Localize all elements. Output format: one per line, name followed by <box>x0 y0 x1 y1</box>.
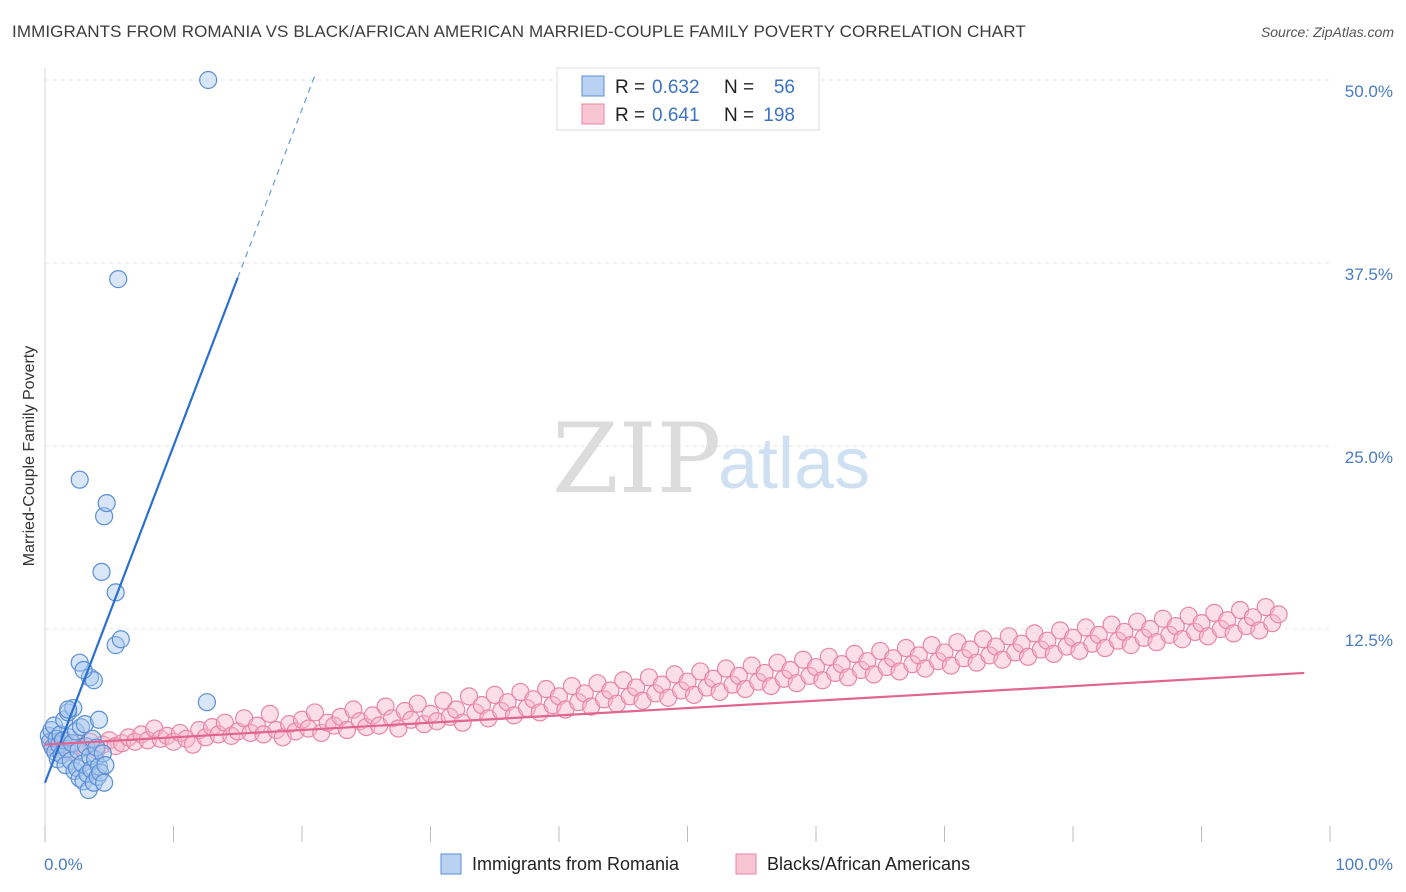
y-axis-label: Married-Couple Family Poverty <box>21 346 38 567</box>
trend-line-black-african-american <box>44 671 1305 746</box>
grid <box>45 79 1330 630</box>
y-tick-labels: 12.5% 25.0% 37.5% 50.0% <box>1345 82 1393 650</box>
legend-n-value-2: 198 <box>763 105 795 126</box>
point-romania <box>95 773 114 792</box>
point-black-african-american <box>260 704 279 724</box>
x-tick-label-max: 100.0% <box>1335 855 1393 874</box>
legend-r-value-1: 0.632 <box>652 77 700 98</box>
legend-n-value-1: 56 <box>774 77 795 98</box>
point-black-african-american <box>459 687 479 706</box>
point-romania <box>92 562 111 582</box>
y-tick-label: 25.0% <box>1345 448 1393 467</box>
watermark-atlas: atlas <box>718 424 870 504</box>
point-black-african-american <box>363 706 382 725</box>
point-romania <box>97 493 116 513</box>
point-romania <box>74 660 93 680</box>
legend-r-label-2: R = <box>615 105 645 126</box>
legend-swatch-pink <box>581 103 605 125</box>
bottom-legend-swatch-blue <box>440 853 462 875</box>
point-romania <box>197 693 217 712</box>
point-black-african-american <box>376 697 395 716</box>
point-black-african-american <box>344 700 363 719</box>
watermark-zip: ZIP <box>552 403 721 515</box>
axes <box>44 68 1331 842</box>
y-tick-label: 37.5% <box>1345 265 1393 284</box>
y-tick-label: 12.5% <box>1345 631 1393 650</box>
trend-lines <box>43 75 1305 784</box>
watermark: ZIP atlas <box>552 403 870 515</box>
trend-line-romania-extension <box>237 75 316 278</box>
point-romania <box>106 636 125 655</box>
point-romania <box>93 744 112 763</box>
point-black-african-american <box>408 694 427 713</box>
point-black-african-american <box>453 713 472 732</box>
point-black-african-american <box>1269 605 1288 624</box>
trend-line-romania <box>43 277 239 784</box>
legend-n-label-1: N = <box>724 77 754 98</box>
source-label: Source: ZipAtlas.com <box>1260 24 1394 40</box>
data-points <box>39 70 1288 800</box>
point-romania <box>111 630 130 649</box>
legend-r-value-2: 0.641 <box>652 105 700 126</box>
point-romania <box>109 270 128 289</box>
point-romania <box>199 70 218 90</box>
point-black-african-american <box>337 720 357 740</box>
point-romania <box>61 751 80 770</box>
bottom-legend-swatch-pink <box>735 853 757 875</box>
chart-title: IMMIGRANTS FROM ROMANIA VS BLACK/AFRICAN… <box>12 22 1026 41</box>
point-romania <box>70 470 89 489</box>
legend-swatch-blue <box>581 75 605 97</box>
point-black-african-american <box>434 691 453 710</box>
bottom-legend: Immigrants from Romania Blacks/African A… <box>440 853 970 875</box>
point-romania <box>75 715 94 734</box>
point-black-african-american <box>305 703 324 722</box>
bottom-legend-label-pink: Blacks/African Americans <box>767 854 970 874</box>
x-tick-label-min: 0.0% <box>44 855 83 874</box>
legend-r-label-1: R = <box>615 77 645 98</box>
point-romania <box>96 756 115 775</box>
y-tick-label: 50.0% <box>1345 82 1393 101</box>
bottom-legend-label-blue: Immigrants from Romania <box>472 854 680 874</box>
point-romania <box>89 710 109 729</box>
legend-n-label-2: N = <box>724 105 754 126</box>
legend: R = 0.632 N = 56 R = 0.641 N = 198 <box>556 67 820 131</box>
